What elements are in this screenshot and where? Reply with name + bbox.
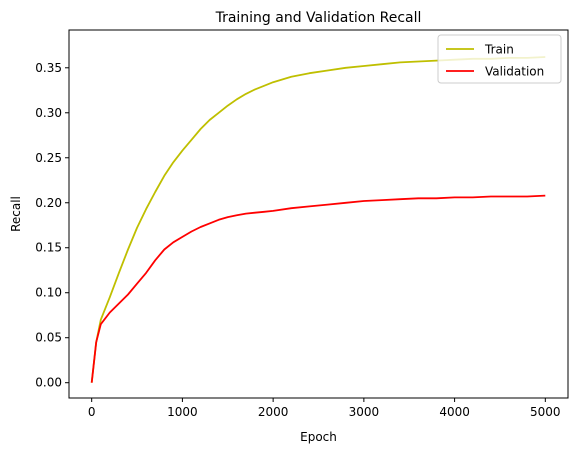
- y-axis-label: Recall: [9, 196, 23, 232]
- x-tick-label: 2000: [258, 405, 289, 419]
- x-tick-label: 1000: [167, 405, 198, 419]
- y-tick-label: 0.35: [35, 61, 62, 75]
- plot-series-group: [92, 57, 546, 383]
- y-axis-ticks: 0.00 0.05 0.10 0.15 0.20 0.25 0.30 0.35: [35, 61, 69, 390]
- x-tick-label: 4000: [439, 405, 470, 419]
- series-line-validation: [92, 196, 546, 383]
- y-tick-label: 0.30: [35, 106, 62, 120]
- y-tick-label: 0.25: [35, 151, 62, 165]
- x-axis-ticks: 0 1000 2000 3000 4000 5000: [88, 398, 561, 419]
- legend: Train Validation: [438, 35, 561, 83]
- y-tick-label: 0.00: [35, 376, 62, 390]
- y-tick-label: 0.15: [35, 241, 62, 255]
- y-tick-label: 0.20: [35, 196, 62, 210]
- x-axis-label: Epoch: [300, 430, 337, 444]
- y-tick-label: 0.10: [35, 286, 62, 300]
- chart-title: Training and Validation Recall: [215, 10, 422, 26]
- x-tick-label: 5000: [530, 405, 561, 419]
- y-tick-label: 0.05: [35, 331, 62, 345]
- legend-label-validation: Validation: [485, 65, 544, 79]
- x-tick-label: 0: [88, 405, 96, 419]
- legend-label-train: Train: [484, 43, 514, 57]
- x-tick-label: 3000: [349, 405, 380, 419]
- series-line-train: [92, 57, 546, 383]
